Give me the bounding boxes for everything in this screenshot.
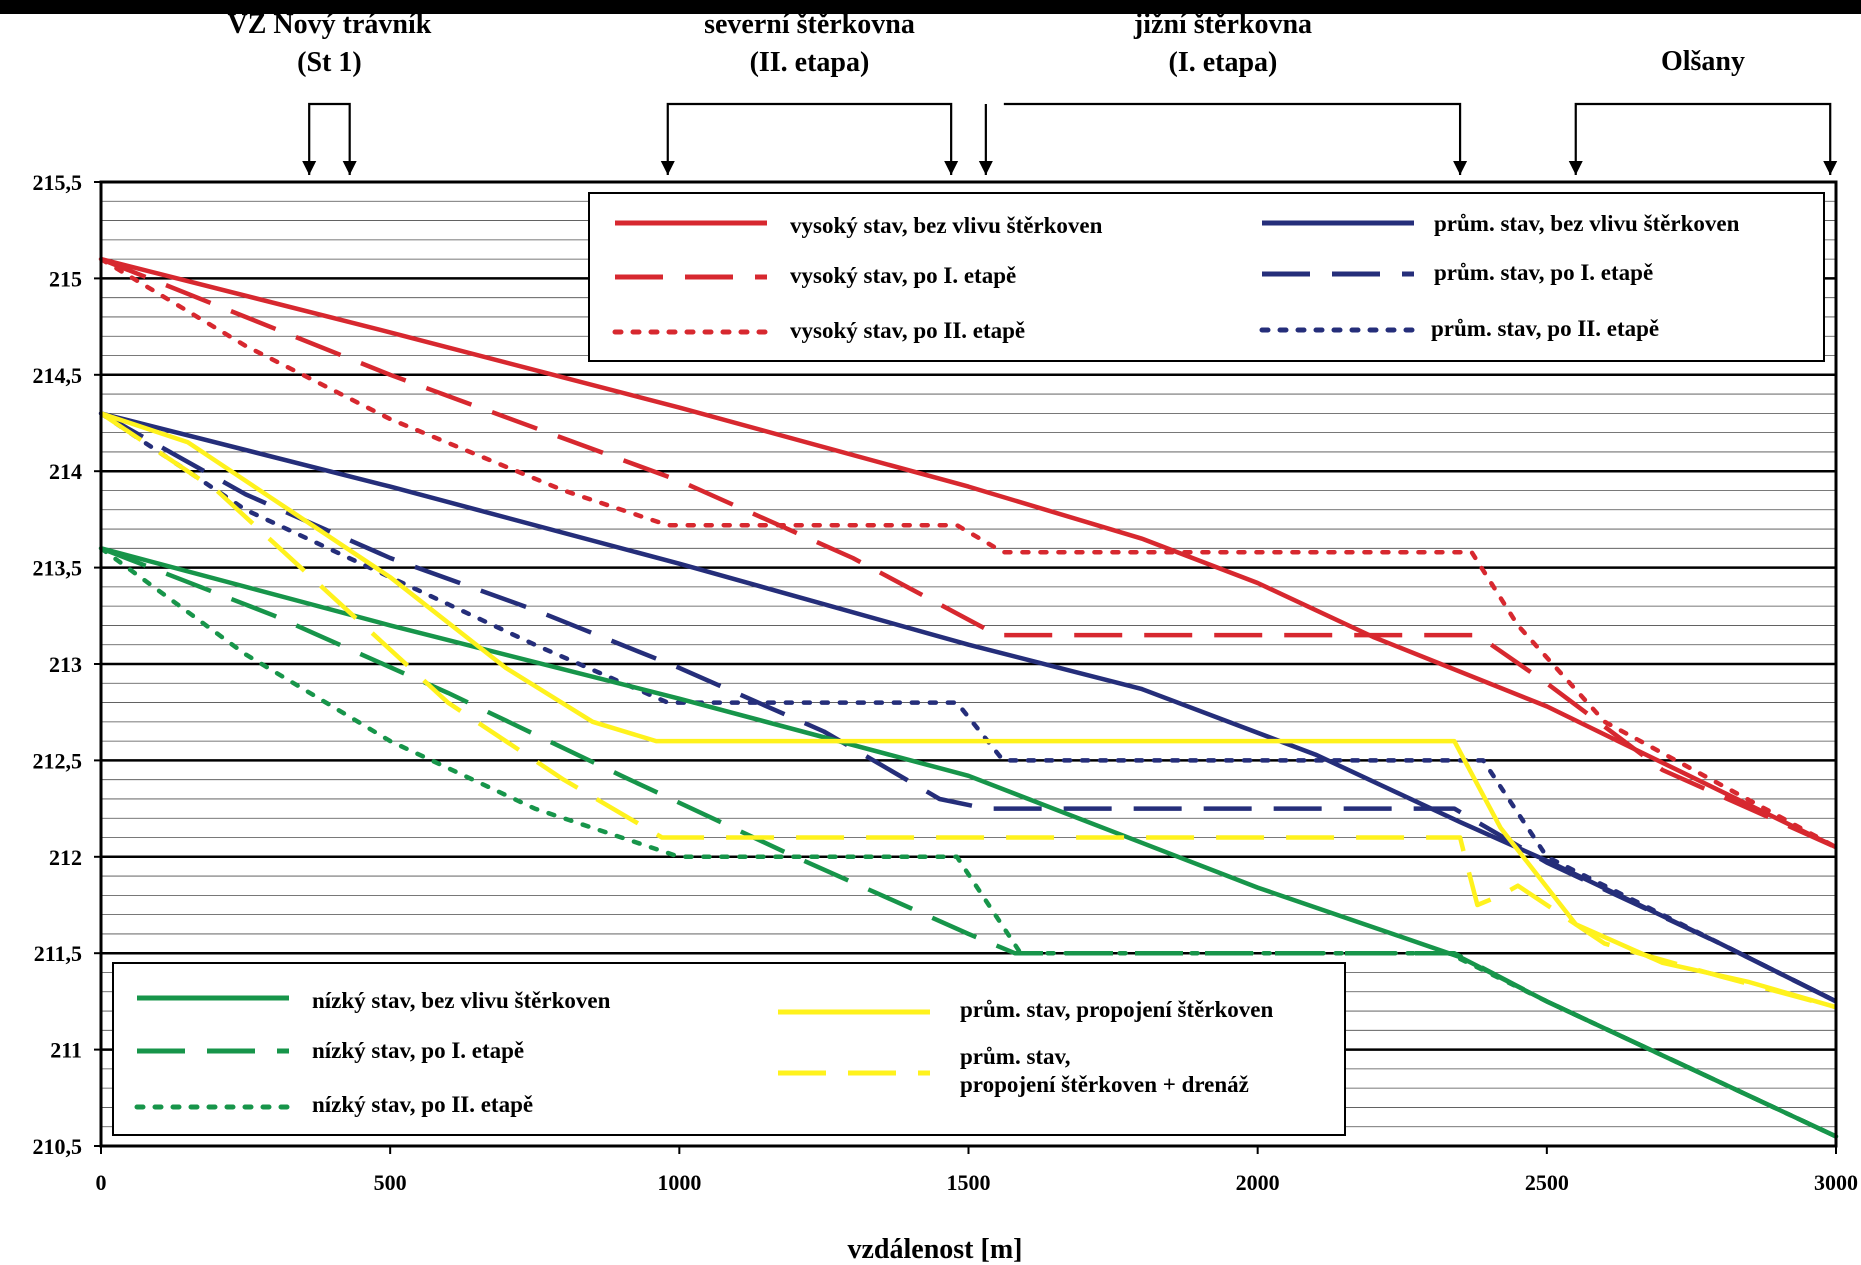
series-line: [98, 256, 1839, 850]
series-1: [100, 257, 1837, 850]
arrow-down-icon: [978, 161, 993, 175]
x-axis-label: vzdálenost [m]: [848, 1234, 1023, 1265]
arrow-down-icon: [302, 161, 317, 175]
legend-label: prům. stav, po II. etapě: [1431, 316, 1659, 341]
region-annotations: VZ Nový trávník (St 1) severní štěrkovna (I…: [228, 9, 1838, 175]
region-subtitle: (I. etapa): [1169, 47, 1278, 78]
series-line: [98, 546, 1839, 1139]
series-0: [100, 256, 1837, 850]
region-3: Olšany: [1568, 46, 1838, 175]
arrow-down-icon: [1568, 161, 1583, 175]
legend-bottom-items: nízký stav, bez vlivu štěrkoven prům. sta…: [134, 988, 1273, 1117]
series-line: [100, 257, 1837, 850]
series-line: [99, 411, 1838, 1004]
legend-item: nízký stav, po I. etapě: [137, 1038, 524, 1063]
legend-label: nízký stav, po I. etapě: [312, 1038, 524, 1063]
y-tick-label: 214: [49, 459, 82, 484]
legend-item: prům. stav, po I. etapě: [1262, 260, 1653, 285]
x-tick-label: 1000: [657, 1170, 701, 1195]
legend-bottom: nízký stav, bez vlivu štěrkoven prům. sta…: [112, 962, 1346, 1136]
legend-item: nízký stav, bez vlivu štěrkoven: [137, 988, 611, 1013]
legend-label: nízký stav, bez vlivu štěrkoven: [312, 988, 611, 1013]
x-tick-label: 2500: [1525, 1170, 1569, 1195]
y-tick-label: 212: [49, 845, 82, 870]
region-title: VZ Nový trávník: [228, 9, 432, 40]
legend-item: vysoký stav, po I. etapě: [615, 263, 1016, 288]
arrow-down-icon: [342, 161, 357, 175]
x-tick-label: 0: [96, 1170, 107, 1195]
x-tick-label: 1500: [947, 1170, 991, 1195]
legend-item: prům. stav, po II. etapě: [1259, 316, 1659, 341]
series-2: [98, 256, 1839, 850]
series-line: [100, 546, 1837, 1139]
y-tick-label: 215,5: [33, 170, 83, 195]
series-9: [100, 411, 1837, 1010]
y-tick-label: 213,5: [33, 556, 83, 581]
series-8: [98, 546, 1839, 1139]
legend-item: prům. stav, bez vlivu štěrkoven: [1262, 211, 1740, 236]
legend-item: nízký stav, po II. etapě: [134, 1092, 533, 1117]
region-subtitle: (II. etapa): [750, 47, 870, 78]
legend-item: prům. stav, propojení štěrkoven + drenáž: [778, 1044, 1249, 1097]
series-line: [100, 411, 1837, 1010]
y-tick-label: 212,5: [33, 748, 83, 773]
series-4: [99, 411, 1838, 1004]
region-2: jižní štěrkovna (I. etapa): [978, 9, 1468, 175]
x-tick-label: 3000: [1814, 1170, 1858, 1195]
y-tick-label: 211,5: [34, 941, 82, 966]
region-bracket: [666, 102, 953, 175]
legend-label: vysoký stav, po I. etapě: [790, 263, 1016, 288]
y-tick-label: 214,5: [33, 363, 83, 388]
x-tick-label: 2000: [1236, 1170, 1280, 1195]
axis-ticks: 215,5 215 214,5 214 213,5 213 212,5 212 211,5 211…: [33, 170, 1859, 1195]
region-title: jižní štěrkovna: [1133, 9, 1312, 40]
legend-item: prům. stav, propojení štěrkoven: [778, 997, 1273, 1022]
series-7: [100, 546, 1837, 1139]
arrow-down-icon: [1823, 161, 1838, 175]
legend-top-box: [588, 192, 1825, 362]
region-bracket: [984, 102, 1462, 175]
y-tick-label: 215: [49, 266, 82, 291]
legend-label: nízký stav, po II. etapě: [312, 1092, 533, 1117]
legend-top-items: vysoký stav, bez vlivu štěrkoven prům. st…: [612, 211, 1740, 343]
x-tick-label: 500: [374, 1170, 407, 1195]
region-0: VZ Nový trávník (St 1): [228, 9, 432, 175]
series-5: [98, 411, 1839, 1004]
region-1: severní štěrkovna (II. etapa): [660, 9, 959, 175]
legend-label: prům. stav, bez vlivu štěrkoven: [1434, 211, 1740, 236]
legend-label: vysoký stav, bez vlivu štěrkoven: [790, 213, 1103, 238]
arrow-down-icon: [944, 161, 959, 175]
region-bracket: [1574, 102, 1832, 175]
legend-label: prům. stav,: [960, 1044, 1071, 1069]
series-line: [99, 411, 1837, 1010]
arrow-down-icon: [660, 161, 675, 175]
legend-label: propojení štěrkoven + drenáž: [960, 1072, 1249, 1097]
series-10: [99, 411, 1837, 1010]
series-layer: [98, 256, 1839, 1139]
y-tick-label: 213: [49, 652, 82, 677]
arrow-down-icon: [1453, 161, 1468, 175]
legend-label: prům. stav, propojení štěrkoven: [960, 997, 1273, 1022]
legend-item: vysoký stav, bez vlivu štěrkoven: [615, 213, 1103, 238]
legend-top: vysoký stav, bez vlivu štěrkoven prům. st…: [588, 192, 1825, 362]
region-title: Olšany: [1661, 46, 1745, 77]
series-line: [98, 411, 1839, 1004]
region-bracket: [308, 102, 351, 175]
legend-label: vysoký stav, po II. etapě: [790, 318, 1025, 343]
y-tick-label: 211: [50, 1038, 82, 1063]
legend-label: prům. stav, po I. etapě: [1434, 260, 1653, 285]
legend-item: vysoký stav, po II. etapě: [612, 318, 1025, 343]
region-title: severní štěrkovna: [704, 9, 915, 40]
series-line: [100, 256, 1837, 850]
legend-bottom-box: [112, 962, 1346, 1136]
y-tick-label: 210,5: [33, 1134, 83, 1159]
region-subtitle: (St 1): [297, 47, 362, 78]
top-border-bar: [0, 0, 1861, 14]
